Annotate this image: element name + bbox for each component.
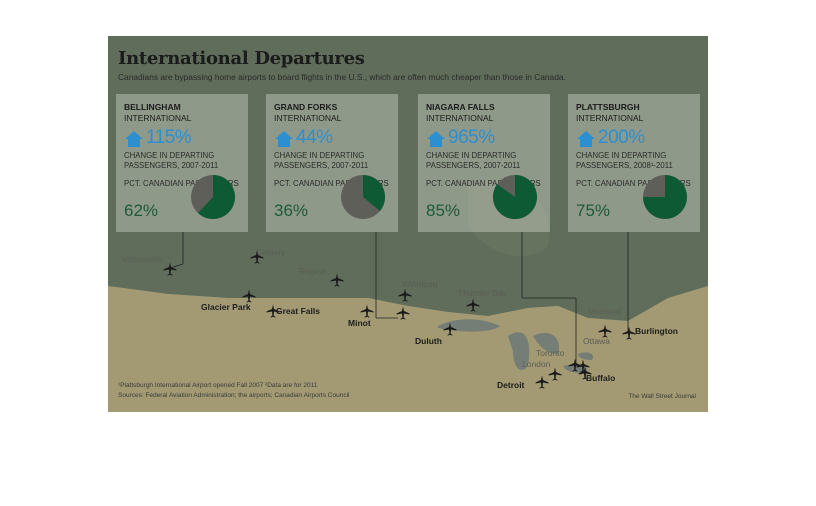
airplane-icon [568,358,582,372]
airplane-icon [398,288,412,302]
airport-name: NIAGARA FALLS [426,102,495,112]
canadian-label: PCT. CANADIAN PASSENGERS [576,179,691,188]
infographic: International Departures Canadians are b… [108,36,708,412]
canadian-label: PCT. CANADIAN PASSENGERS [124,179,239,188]
change-value: 200% [598,127,645,148]
airplane-icon [443,322,457,336]
city-label-great-falls: Great Falls [276,306,320,316]
city-label-ottawa: Ottawa [583,336,610,346]
city-label-toronto: Toronto [536,348,565,358]
airport-subname: INTERNATIONAL [274,113,342,123]
city-label-london: London [522,359,551,369]
change-value: 965% [448,127,495,148]
change-label: CHANGE IN DEPARTING PASSENGERS, 2007-201… [426,151,521,170]
airport-name: PLATTSBURGH [576,102,640,112]
city-label-thunder-bay: Thunder Bay [458,288,507,298]
canadian-label: PCT. CANADIAN PASSENGERS [426,179,541,188]
city-label-regina: Regina [299,266,326,276]
city-label-vancouver: Vancouver [122,254,163,264]
canadian-share-value: 85% [426,201,461,220]
canadian-share-value: 62% [124,201,159,220]
airplane-icon [360,304,374,318]
airport-name: BELLINGHAM [124,102,181,112]
airport-card: PLATTSBURGH INTERNATIONAL 200% CHANGE IN DE… [568,94,700,232]
airport-card: GRAND FORKS INTERNATIONAL 44% CHANGE IN DEP… [266,94,398,232]
city-label-glacier-park: Glacier Park [201,302,251,312]
house-icon [275,131,293,147]
canadian-share-pie [643,175,687,219]
house-icon [125,131,143,147]
city-label-minot: Minot [348,318,371,328]
airplane-icon [250,250,264,264]
footnote: ¹Plattsburgh International Airport opene… [118,382,318,389]
canadian-share-pie [492,175,537,219]
city-label-calgary: Calgary [256,247,286,257]
airplane-icon [330,273,344,287]
airport-card: NIAGARA FALLS INTERNATIONAL 965% CHANGE IN … [418,94,550,232]
airplane-icon [242,289,256,303]
pie-slice-canadian [363,175,385,212]
north-america-map [108,36,708,412]
airplane-icon [576,359,590,373]
page-title: International Departures [118,48,365,69]
pie-slice-canadian [492,175,537,219]
canadian-share-pie [191,175,235,219]
pie-slice-canadian [643,175,687,219]
airport-card: BELLINGHAM INTERNATIONAL 115% CHANGE IN DEP… [116,94,248,232]
city-label-buffalo: Buffalo [586,373,616,383]
canadian-share-value: 75% [576,201,611,220]
city-label-winnipeg: Winnipeg [402,279,438,289]
house-icon [427,131,445,147]
airplane-icon [548,367,562,381]
change-value: 44% [296,127,333,148]
sources: Sources: Federal Aviation Administration… [118,392,350,399]
change-label: CHANGE IN DEPARTING PASSENGERS, 2007-201… [274,151,369,170]
airplane-icon [578,366,592,380]
airport-subname: INTERNATIONAL [576,113,644,123]
canadian-label: PCT. CANADIAN PASSENGERS [274,179,389,188]
change-label: CHANGE IN DEPARTING PASSENGERS, 2007-201… [124,151,219,170]
airplane-icon [535,375,549,389]
airplane-icon [622,326,636,340]
airplane-icon [598,324,612,338]
airport-subname: INTERNATIONAL [124,113,192,123]
airplane-icon [466,298,480,312]
airport-subname: INTERNATIONAL [426,113,494,123]
canadian-share-value: 36% [274,201,309,220]
change-label: CHANGE IN DEPARTING PASSENGERS, 2008¹-20… [576,151,673,170]
city-label-detroit: Detroit [497,380,525,390]
city-label-montreal: Montreal [588,306,622,316]
subtitle: Canadians are bypassing home airports to… [118,72,566,82]
pie-slice-canadian [197,175,235,219]
canadian-share-pie [341,175,385,219]
airplane-icon [396,306,410,320]
city-label-burlington: Burlington [635,326,678,336]
credit: The Wall Street Journal [628,393,696,400]
house-icon [577,131,595,147]
airplane-icon [266,304,280,318]
city-label-duluth: Duluth [415,336,442,346]
airport-name: GRAND FORKS [274,102,338,112]
change-value: 115% [146,127,192,148]
airplane-icon [163,262,177,276]
